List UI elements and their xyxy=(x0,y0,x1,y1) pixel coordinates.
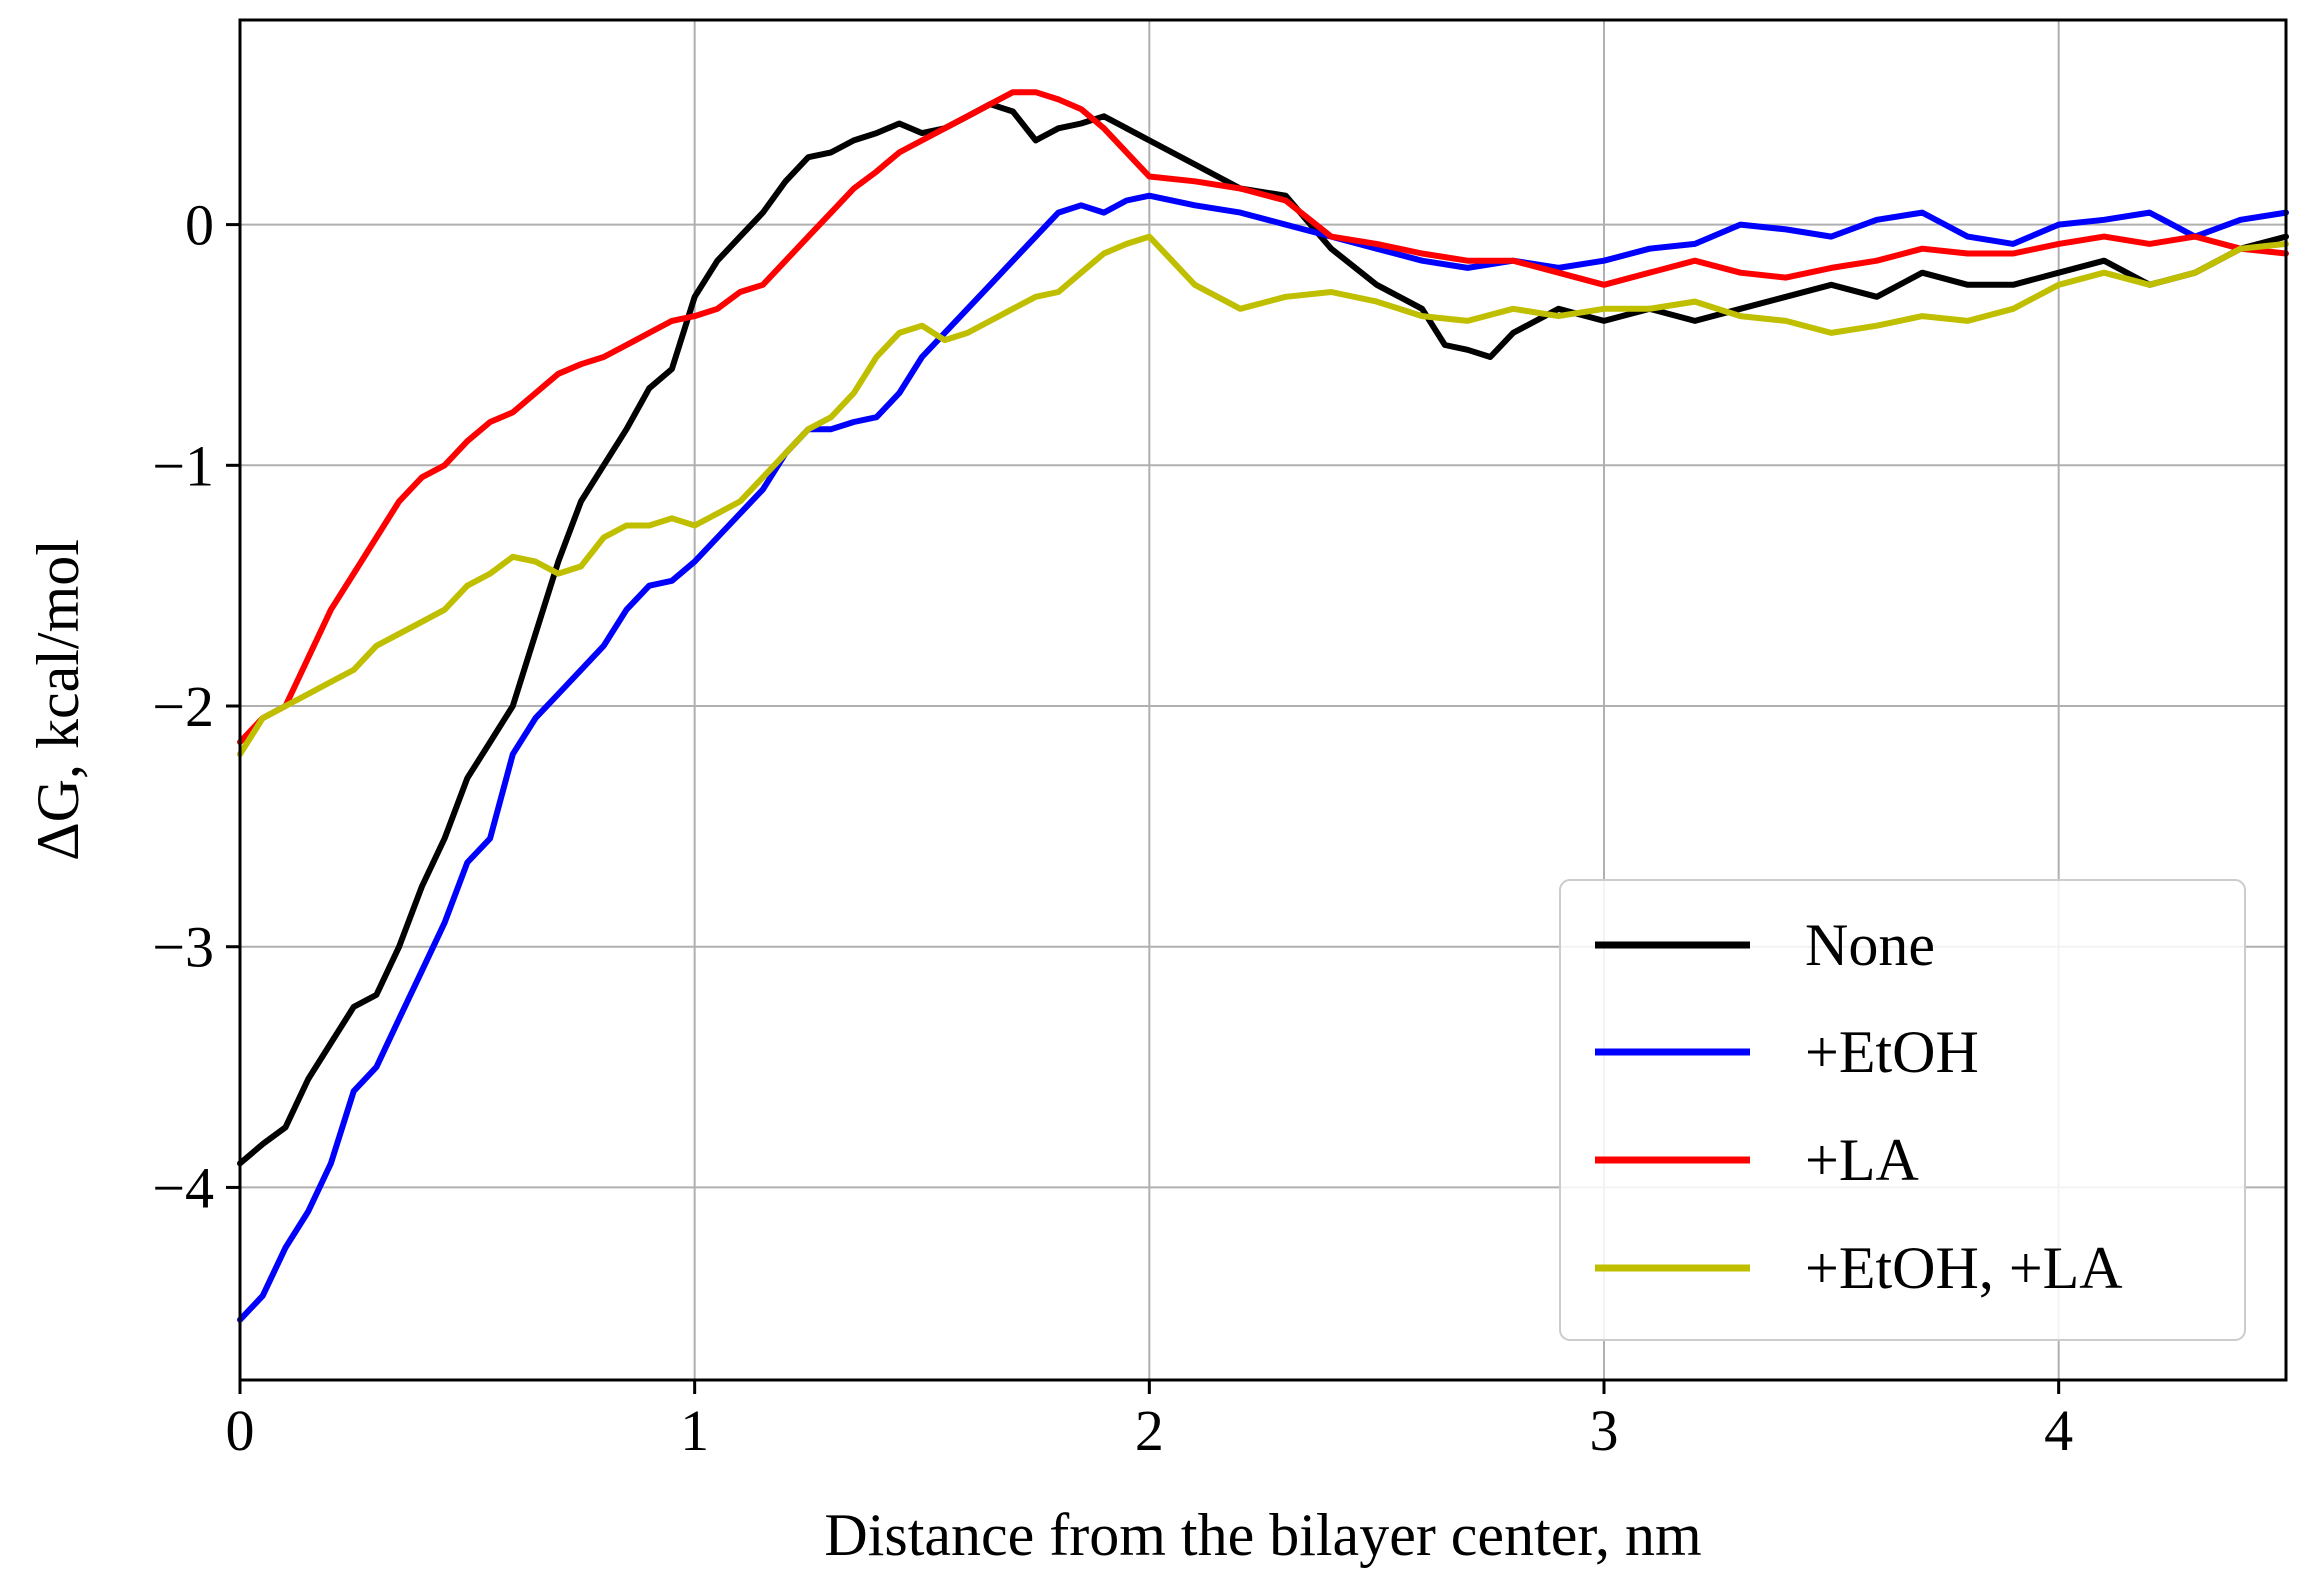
x-tick-label: 3 xyxy=(1590,1398,1619,1463)
series-line-etoh-la xyxy=(237,233,2289,758)
x-tick-label: 2 xyxy=(1135,1398,1164,1463)
legend: None +EtOH +LA +EtOH, +LA xyxy=(1559,879,2246,1341)
legend-label-etoh-la: +EtOH, +LA xyxy=(1805,1235,2123,1301)
x-tick-label: 0 xyxy=(226,1398,255,1463)
y-tick-label: −4 xyxy=(152,1155,214,1220)
y-tick-label: −2 xyxy=(152,674,214,739)
legend-label-la: +LA xyxy=(1805,1127,1919,1193)
series-lines xyxy=(237,89,2289,1323)
x-tick-label: 4 xyxy=(2044,1398,2073,1463)
axis-ticks: 0 1 2 3 4 0 −1 −2 −3 −4 xyxy=(152,193,2073,1463)
legend-label-etoh: +EtOH xyxy=(1805,1019,1979,1085)
plot-frame xyxy=(238,18,2288,1382)
x-axis-label: Distance from the bilayer center, nm xyxy=(824,1502,1701,1568)
y-tick-label: −1 xyxy=(152,433,214,498)
series-line-none xyxy=(237,101,2289,1167)
legend-box xyxy=(1559,879,2246,1341)
y-tick-label: 0 xyxy=(185,193,214,258)
series-line-etoh xyxy=(237,192,2289,1323)
y-axis-label: ΔG, kcal/mol xyxy=(25,539,91,861)
legend-label-none: None xyxy=(1805,912,1935,978)
series-line-la xyxy=(237,89,2289,746)
y-tick-label: −3 xyxy=(152,915,214,980)
legend-entries: None +EtOH +LA +EtOH, +LA xyxy=(1595,912,2123,1301)
x-tick-label: 1 xyxy=(680,1398,709,1463)
